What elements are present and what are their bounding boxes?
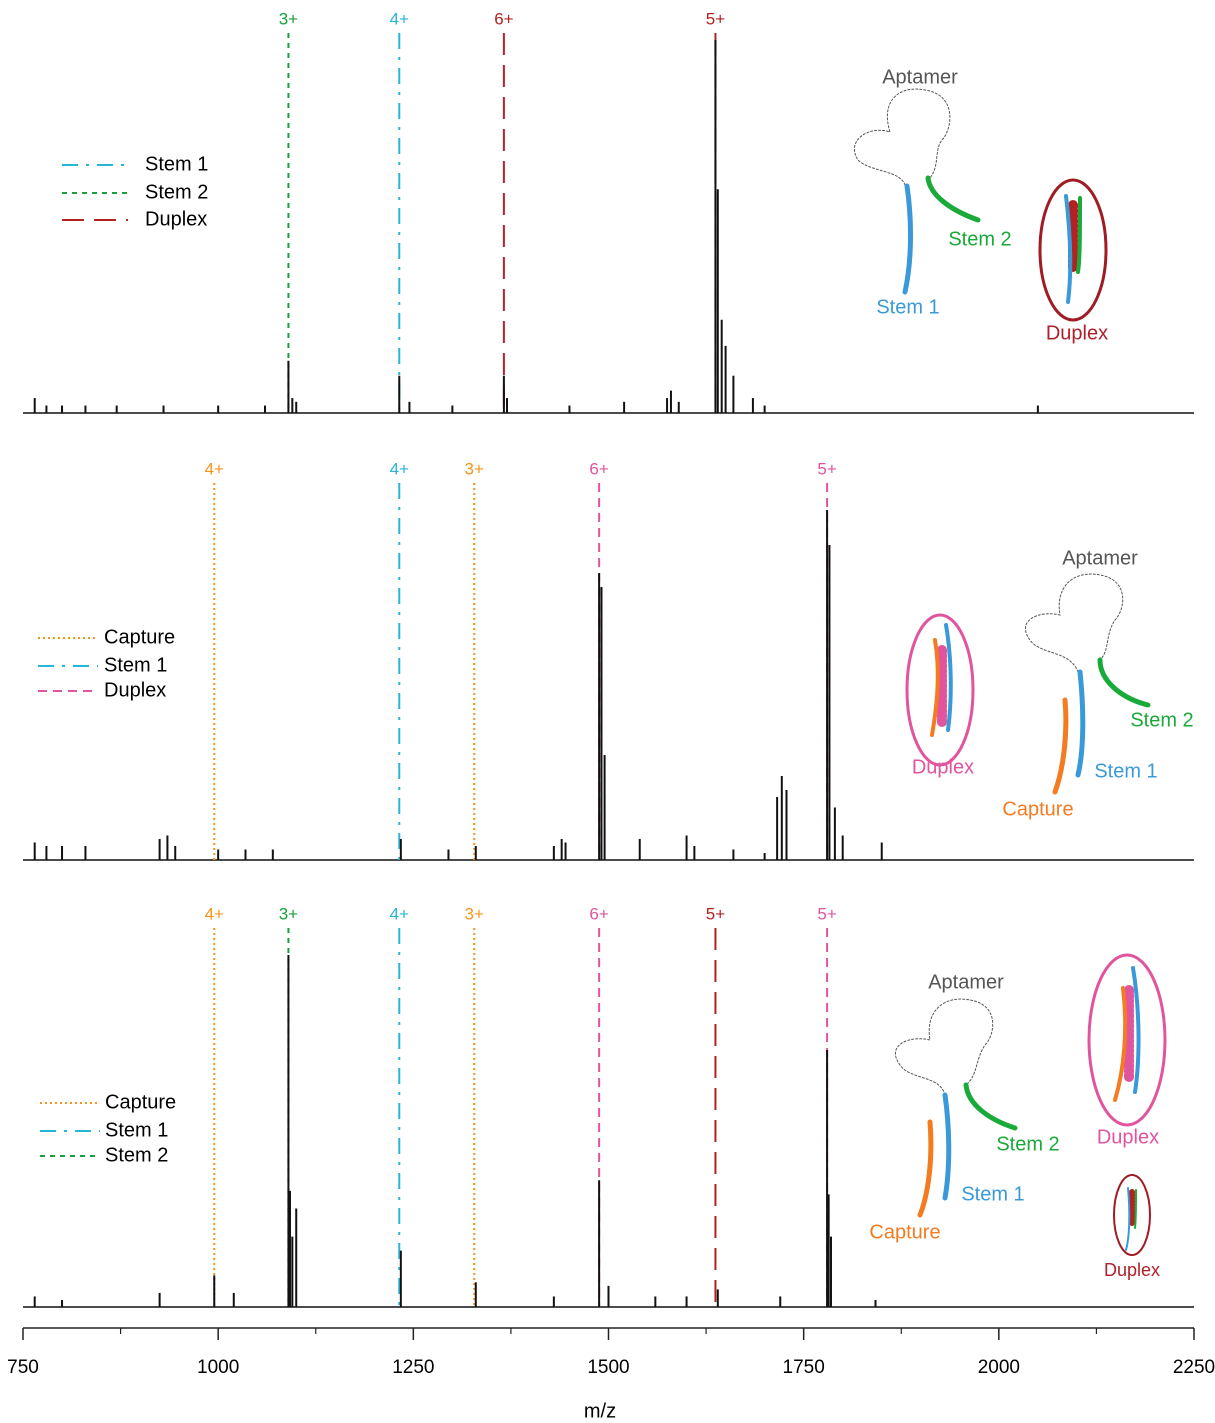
- stem-strand: [1076, 196, 1082, 274]
- duplex-ellipse: [1113, 1174, 1151, 1256]
- legend-label: Capture: [105, 1091, 176, 1113]
- diagram: [905, 573, 1151, 795]
- charge-label: 3+: [465, 459, 484, 478]
- x-tick-label: 2000: [978, 1357, 1020, 1378]
- legend-label: Duplex: [145, 208, 207, 230]
- diagram-label: Duplex: [1104, 1260, 1160, 1280]
- diagram-label: Stem 2: [948, 228, 1011, 250]
- aptamer-loop: [1024, 573, 1124, 673]
- duplex-ellipse: [905, 613, 975, 767]
- charge-label: 6+: [494, 9, 513, 28]
- x-tick-label: 1000: [197, 1357, 239, 1378]
- duplex-ellipse: [1038, 178, 1108, 322]
- x-tick-label: 1500: [587, 1357, 629, 1378]
- diagram-label: Capture: [1002, 798, 1073, 820]
- diagram: [894, 953, 1167, 1256]
- diagram-label: Stem 2: [1130, 709, 1193, 731]
- diagram-label: Duplex: [1097, 1126, 1159, 1148]
- stem-strand: [944, 623, 953, 732]
- legend-label: Capture: [104, 626, 175, 648]
- charge-label: 4+: [390, 904, 409, 923]
- charge-label: 4+: [390, 9, 409, 28]
- charge-label: 5+: [817, 459, 836, 478]
- stem-strand: [925, 175, 981, 223]
- stem-strand: [902, 183, 914, 295]
- diagram-label: Stem 1: [961, 1183, 1024, 1205]
- capture-strand: [1113, 986, 1128, 1102]
- aptamer-loop: [894, 998, 994, 1096]
- diagram-label: Stem 1: [876, 296, 939, 318]
- x-tick-label: 1250: [392, 1357, 434, 1378]
- x-tick-label: 2250: [1173, 1357, 1215, 1378]
- legend-label: Stem 1: [145, 153, 208, 175]
- x-tick-label: 1750: [783, 1357, 825, 1378]
- charge-label: 5+: [706, 9, 725, 28]
- diagram-label: Aptamer: [928, 971, 1004, 993]
- diagram-label: Stem 1: [1094, 760, 1157, 782]
- capture-strand: [917, 1119, 934, 1218]
- charge-label: 5+: [706, 904, 725, 923]
- aptamer-loop: [853, 88, 951, 186]
- stem-strand: [1064, 194, 1073, 304]
- charge-label: 6+: [589, 904, 608, 923]
- diagram-label: Capture: [869, 1221, 940, 1243]
- stem-strand: [1125, 1187, 1131, 1251]
- duplex-ellipse: [1087, 953, 1167, 1127]
- capture-strand: [930, 638, 940, 737]
- charge-label: 3+: [279, 9, 298, 28]
- charge-label: 6+: [589, 459, 608, 478]
- diagram-label: Duplex: [912, 756, 974, 778]
- legend-label: Stem 2: [145, 181, 208, 203]
- charge-label: 3+: [465, 904, 484, 923]
- charge-label: 4+: [390, 459, 409, 478]
- stem-strand: [1134, 1189, 1137, 1229]
- charge-label: 5+: [817, 904, 836, 923]
- legend-label: Duplex: [104, 679, 166, 701]
- charge-label: 3+: [279, 904, 298, 923]
- stem-strand: [963, 1082, 1018, 1131]
- charge-label: 4+: [205, 459, 224, 478]
- charge-label: 4+: [205, 904, 224, 923]
- x-axis-label: m/z: [584, 1400, 616, 1422]
- diagram-label: Stem 2: [996, 1133, 1059, 1155]
- stem-strand: [1075, 669, 1086, 778]
- legend-label: Stem 1: [104, 654, 167, 676]
- stem-strand: [942, 1092, 952, 1201]
- legend-label: Stem 1: [105, 1119, 168, 1141]
- stem-strand: [1097, 657, 1151, 708]
- x-tick-label: 750: [7, 1357, 39, 1378]
- diagram-label: Aptamer: [882, 66, 958, 88]
- diagram-label: Aptamer: [1062, 547, 1138, 569]
- legend-label: Stem 2: [105, 1144, 168, 1166]
- capture-strand: [1052, 697, 1069, 795]
- diagram: [853, 88, 1108, 322]
- stem-strand: [1131, 966, 1141, 1094]
- diagram-label: Duplex: [1046, 322, 1108, 344]
